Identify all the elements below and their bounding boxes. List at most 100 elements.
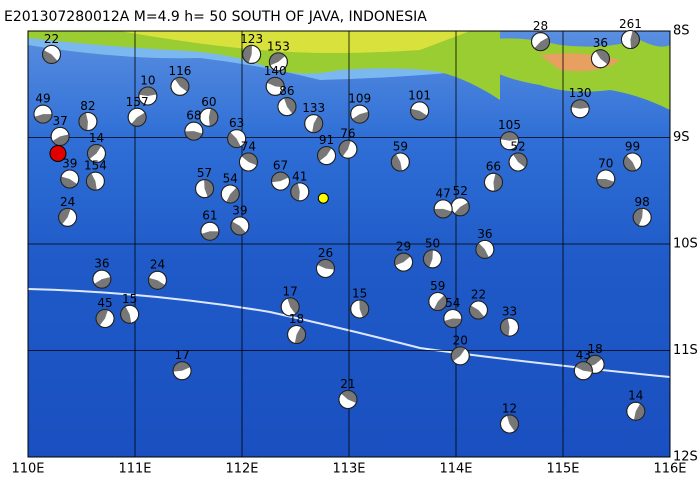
depth-label: 130: [569, 86, 592, 100]
focal-mechanism: [390, 152, 410, 172]
beachball-compression: [242, 45, 252, 63]
beachball-rim: [590, 49, 610, 69]
depth-label: 133: [302, 101, 325, 115]
focal-mechanism: [58, 207, 78, 227]
depth-label: 12: [502, 401, 517, 415]
beachball-compression: [317, 259, 335, 270]
focal-mechanism: [200, 221, 220, 241]
focal-mechanism: [450, 346, 470, 366]
beachball-rim: [86, 143, 106, 163]
focal-mechanism: [199, 107, 219, 127]
trench: [28, 288, 670, 378]
depth-label: 59: [430, 279, 445, 293]
focal-mechanism: [120, 304, 140, 324]
beachball-rim: [394, 252, 414, 272]
depth-label: 154: [84, 159, 107, 173]
beachball-compression: [500, 318, 510, 337]
beachball-compression: [227, 132, 241, 148]
beachball-rim: [138, 86, 158, 106]
focal-mechanism: [315, 258, 335, 278]
focal-mechanism: [531, 32, 551, 52]
beachball-compression: [60, 176, 78, 189]
depth-label: 57: [197, 166, 212, 180]
depth-label: 18: [587, 342, 602, 356]
depth-label: 76: [340, 127, 355, 141]
beachball-rim: [58, 207, 78, 227]
beachball-rim: [170, 76, 190, 96]
bali-island: [485, 38, 670, 111]
beachball-compression: [410, 108, 428, 120]
beachball-rim: [468, 300, 488, 320]
beachball-compression: [120, 306, 132, 324]
focal-mechanism: [290, 182, 310, 202]
beachball-compression: [493, 173, 503, 192]
depth-label: 82: [80, 99, 95, 113]
depth-label: 10: [140, 73, 155, 87]
focal-mechanism: [238, 152, 258, 172]
beachball-compression: [434, 208, 452, 218]
depth-label: 24: [60, 195, 75, 209]
beachball-compression: [58, 208, 71, 225]
beachball-rim: [338, 139, 358, 159]
depth-label: 70: [598, 157, 613, 171]
depth-label: 50: [425, 236, 440, 250]
beachball-compression: [78, 112, 88, 131]
beachball-compression: [571, 99, 590, 109]
x-tick-label: 115E: [546, 462, 579, 477]
focal-mechanism: [127, 107, 147, 127]
beachball-rim: [450, 346, 470, 366]
beachball-rim: [483, 172, 503, 192]
focal-mechanism: [147, 270, 167, 290]
depth-label: 49: [35, 92, 50, 106]
focal-mechanism: [277, 97, 297, 117]
focal-mechanism: [170, 76, 190, 96]
focal-mechanism: [626, 401, 646, 421]
focal-mechanism: [230, 216, 250, 236]
beachball-rim: [350, 299, 370, 319]
beachball-rim: [147, 270, 167, 290]
focal-mechanism: [184, 121, 204, 141]
depth-label: 17: [283, 284, 298, 298]
beachball-rim: [271, 171, 291, 191]
depth-label: 157: [126, 95, 149, 109]
beachball-rim: [127, 107, 147, 127]
focal-mechanism: [42, 44, 62, 64]
beachball-compression: [451, 346, 466, 362]
beachball-compression: [204, 179, 214, 198]
depth-label: 20: [453, 333, 468, 347]
beachball-compression: [173, 361, 191, 372]
beachball-rim: [596, 169, 616, 189]
focal-mechanism: [227, 129, 247, 149]
depth-label: 68: [186, 109, 201, 123]
focal-mechanism: [394, 252, 414, 272]
beachball-compression: [500, 131, 519, 141]
x-tick-label: 111E: [118, 462, 151, 477]
beachball-compression: [290, 183, 300, 201]
beachball-compression: [433, 295, 447, 311]
y-tick-label: 12S: [673, 450, 697, 465]
beachball-rim: [410, 101, 430, 121]
focal-mechanism: [95, 309, 115, 329]
depth-label: 36: [477, 227, 492, 241]
focal-mechanism: [242, 44, 262, 64]
beachball-compression: [201, 231, 219, 241]
beachball-compression: [469, 305, 485, 320]
beachball-compression: [633, 403, 645, 421]
depth-label: 37: [52, 114, 67, 128]
beachball-compression: [312, 115, 323, 133]
beachball-compression: [341, 390, 357, 404]
focal-mechanism: [500, 131, 519, 151]
focal-mechanism: [350, 104, 370, 124]
depth-label: 105: [498, 118, 521, 132]
beachball-compression: [596, 179, 615, 189]
beachball-rim: [428, 292, 448, 312]
beachball-compression: [226, 187, 240, 203]
depth-label: 67: [273, 159, 288, 173]
depth-label: 22: [44, 32, 59, 46]
beachball-compression: [595, 49, 610, 65]
beachball-rim: [570, 99, 590, 119]
y-tick-label: 9S: [673, 130, 690, 145]
depth-label: 17: [174, 348, 189, 362]
beachball-compression: [148, 277, 166, 290]
focal-mechanism: [92, 269, 112, 289]
